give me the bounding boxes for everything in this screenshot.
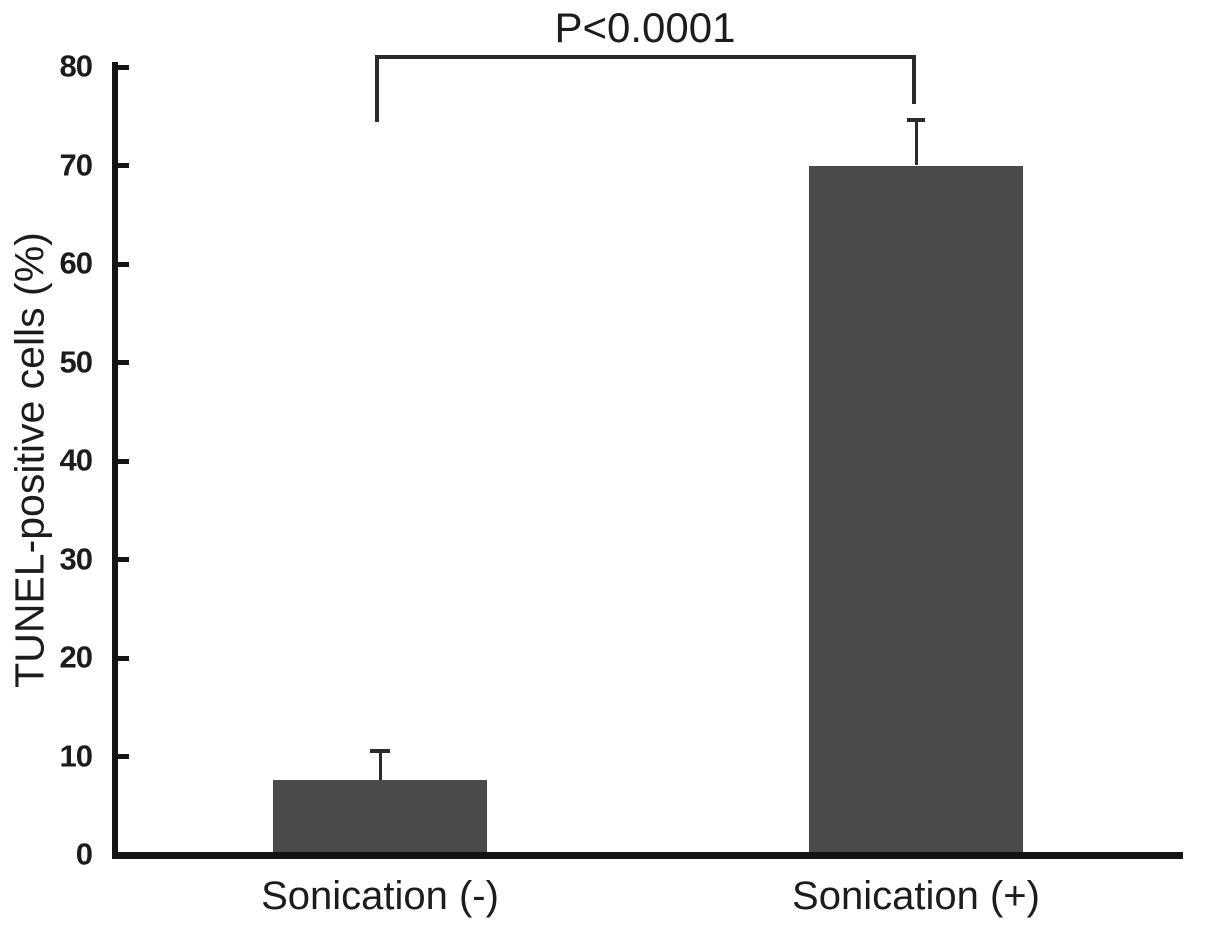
y-tick-label: 40 (59, 442, 93, 478)
y-tick-label: 0 (75, 836, 93, 872)
bracket-left-leg (375, 55, 379, 122)
y-tick (118, 261, 129, 267)
y-tick-label: 30 (59, 540, 93, 576)
category-label: Sonication (+) (792, 874, 1040, 918)
y-tick (118, 655, 129, 661)
bracket-top-line (375, 55, 916, 59)
error-bar-line (914, 121, 918, 166)
y-tick-label: 60 (59, 245, 93, 281)
y-tick-label: 10 (59, 737, 93, 773)
p-value-label: P<0.0001 (554, 4, 736, 51)
y-axis-line (112, 62, 118, 859)
error-bar-line (378, 751, 382, 781)
category-label: Sonication (-) (261, 874, 499, 918)
y-tick (118, 163, 129, 168)
y-tick-label: 20 (59, 639, 93, 675)
y-tick (118, 360, 129, 365)
y-tick-label: 70 (59, 146, 93, 182)
y-tick (118, 458, 129, 464)
x-axis-line (112, 852, 1183, 859)
y-tick (118, 754, 129, 759)
y-tick (118, 64, 129, 70)
bar (809, 165, 1023, 852)
y-tick (118, 557, 129, 562)
y-tick-label: 50 (59, 343, 93, 379)
error-bar-cap (907, 118, 925, 123)
error-bar-cap (370, 748, 390, 753)
bracket-right-leg (912, 55, 916, 104)
y-tick-label: 80 (59, 48, 93, 84)
bar (273, 780, 487, 852)
